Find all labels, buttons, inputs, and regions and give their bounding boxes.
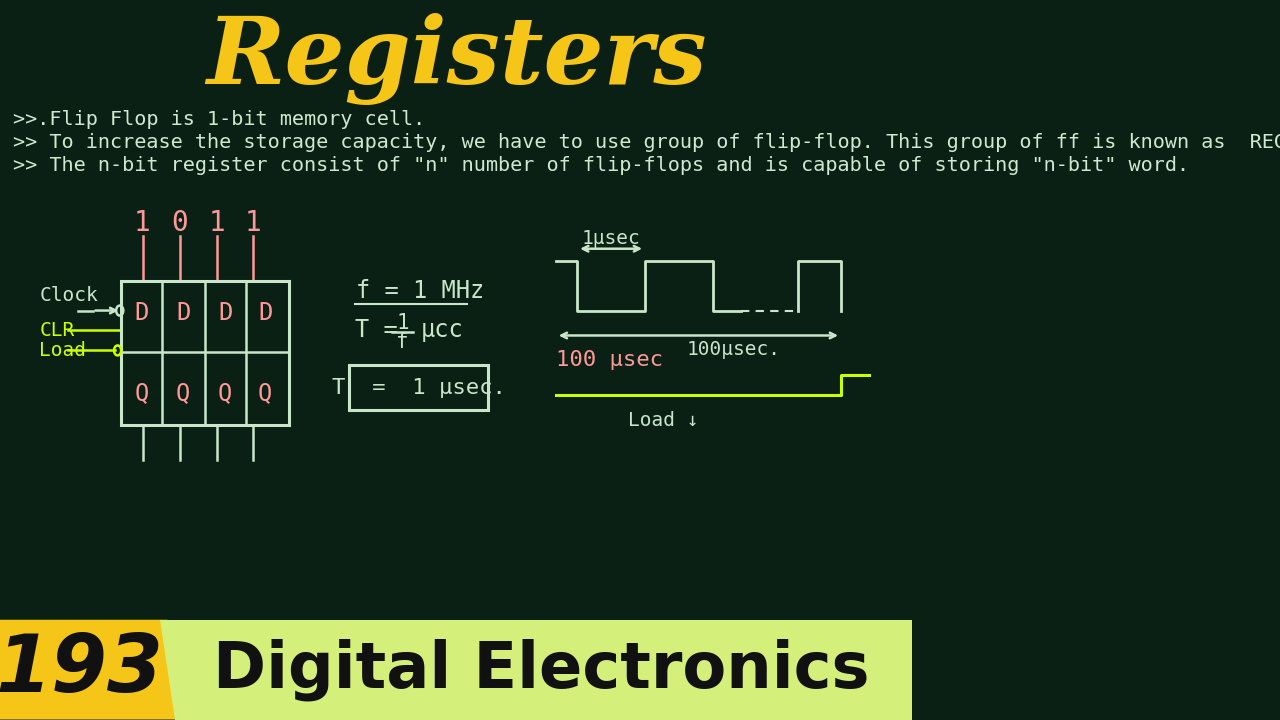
Text: D: D: [218, 300, 232, 325]
Text: f: f: [397, 333, 408, 353]
Bar: [349, 366, 488, 410]
Text: D: D: [177, 300, 191, 325]
Text: >>.Flip Flop is 1-bit memory cell.: >>.Flip Flop is 1-bit memory cell.: [13, 109, 425, 129]
Text: Clock: Clock: [40, 286, 99, 305]
Text: f = 1 MHz: f = 1 MHz: [356, 279, 485, 302]
Bar: [122, 281, 288, 426]
Text: D: D: [259, 300, 273, 325]
Text: 193: 193: [0, 631, 164, 708]
Text: Q: Q: [218, 382, 232, 405]
Text: Registers: Registers: [206, 13, 707, 105]
Text: T =: T =: [355, 318, 412, 343]
Text: Q: Q: [259, 382, 273, 405]
Polygon shape: [0, 620, 182, 719]
Text: Q: Q: [177, 382, 191, 405]
Text: 1: 1: [209, 209, 225, 237]
Text: 100μsec.: 100μsec.: [687, 340, 781, 359]
Text: Q: Q: [134, 382, 148, 405]
Text: 1: 1: [397, 312, 408, 333]
Text: CLR: CLR: [40, 321, 74, 340]
Polygon shape: [160, 620, 913, 719]
Text: 100 μsec: 100 μsec: [556, 351, 663, 370]
Text: >> To increase the storage capacity, we have to use group of flip-flop. This gro: >> To increase the storage capacity, we …: [13, 133, 1280, 153]
Text: μcc: μcc: [420, 318, 463, 343]
Text: D: D: [134, 300, 148, 325]
Text: 1: 1: [244, 209, 261, 237]
Text: 1μsec: 1μsec: [581, 229, 640, 248]
Text: >> The n-bit register consist of "n" number of flip-flops and is capable of stor: >> The n-bit register consist of "n" num…: [13, 156, 1189, 176]
Text: T  =  1 μsec.: T = 1 μsec.: [332, 378, 506, 398]
Text: 0: 0: [172, 209, 188, 237]
Text: 1: 1: [134, 209, 151, 237]
Text: Load: Load: [40, 341, 86, 360]
Text: Load ↓: Load ↓: [627, 411, 698, 430]
Text: Digital Electronics: Digital Electronics: [214, 639, 870, 701]
